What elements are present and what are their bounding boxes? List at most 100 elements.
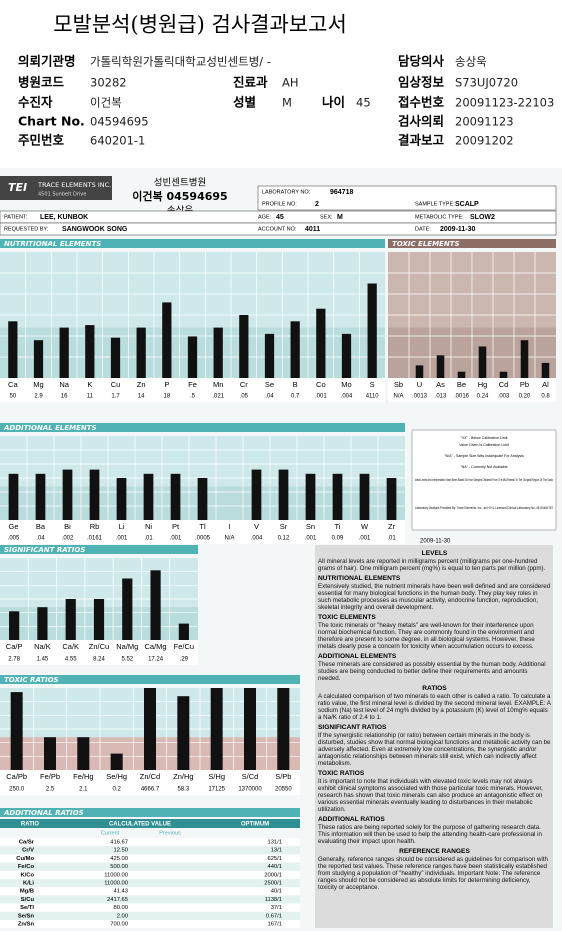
note-heading: REFERENCE RANGES xyxy=(399,848,470,855)
note-heading: ADDITIONAL RATIOS xyxy=(318,816,385,823)
bar-value: .01 xyxy=(144,536,153,542)
panel-title-bar xyxy=(0,675,300,684)
bar xyxy=(457,371,466,378)
bar-value: 4666.7 xyxy=(141,787,160,793)
bar xyxy=(93,599,105,640)
table-row xyxy=(0,879,300,888)
table-cell: 37/1 xyxy=(271,905,282,911)
bar-value: 17125 xyxy=(208,787,225,793)
bar xyxy=(367,283,377,378)
bar xyxy=(332,473,343,520)
bar-label: W xyxy=(361,522,369,531)
bar-value: .001 xyxy=(315,394,327,400)
field-value: 30282 xyxy=(90,76,127,90)
bar-label: Be xyxy=(457,380,466,389)
bar-label: Ba xyxy=(36,522,46,531)
legend-text: "N/A" - Sample Size Was Inadequate For A… xyxy=(444,454,524,458)
bar xyxy=(499,371,508,378)
note-heading: TOXIC ELEMENTS xyxy=(318,614,376,621)
bar xyxy=(150,570,161,640)
bar-label: Zn/Hg xyxy=(173,772,193,781)
lab-field-value: 2 xyxy=(315,201,319,208)
bar-value: .0016 xyxy=(454,394,470,400)
table-cell: 625/1 xyxy=(267,856,282,862)
table-cell: 41.43 xyxy=(113,889,128,895)
panel-title-bar xyxy=(388,239,556,248)
field-label: 의뢰기관명 xyxy=(18,54,76,69)
request-row xyxy=(0,222,557,236)
bar-label: Mg xyxy=(33,380,43,389)
table-subheader: Previous xyxy=(159,830,181,836)
bar-label: Li xyxy=(119,522,125,531)
table-cell: 80.00 xyxy=(113,905,128,911)
table-cell: Cr/V xyxy=(22,848,34,854)
panel-title-bar xyxy=(0,545,198,554)
bar-label: Ca/K xyxy=(62,642,79,651)
bar-label: Mo xyxy=(341,380,351,389)
bar xyxy=(277,688,290,770)
bar-value: .001 xyxy=(305,536,317,542)
legend-text: Ideal Levels And Interpretation Have Bee… xyxy=(415,478,553,482)
bar-label: Hg xyxy=(478,380,488,389)
bar-value: 0.20 xyxy=(519,394,531,400)
bar xyxy=(136,327,146,378)
bar-value: 2.1 xyxy=(79,787,88,793)
bar xyxy=(143,473,154,520)
bar-label: Ge xyxy=(8,522,18,531)
bar-value: .001 xyxy=(116,536,128,542)
field-label: 결과보고 xyxy=(398,133,445,148)
bar-label: Mn xyxy=(213,380,223,389)
bar xyxy=(213,327,223,378)
legend-box xyxy=(411,429,557,531)
bar xyxy=(436,355,445,378)
note-text: Extensively studied, the nutrient minera… xyxy=(318,583,551,611)
bar-label: Zn/Cd xyxy=(140,772,160,781)
field-value: 45 xyxy=(356,96,371,110)
bar-label: Fe/Cu xyxy=(174,642,194,651)
legend-text: "XX" - Below Calibration Limit xyxy=(460,436,507,440)
table-cell: 40/1 xyxy=(271,889,282,895)
table-header: RATIO xyxy=(21,822,40,828)
bar-value: 0.24 xyxy=(477,394,489,400)
bar-label: Fe/Hg xyxy=(73,772,93,781)
bar xyxy=(520,340,529,378)
bar xyxy=(89,469,100,520)
lab-field-label: METABOLIC TYPE: xyxy=(415,214,464,220)
bar-label: Se/Hg xyxy=(106,772,127,781)
bar-value: .0161 xyxy=(87,536,103,542)
table-cell: Se/Tl xyxy=(20,905,34,911)
bar-value: 4110 xyxy=(366,394,380,400)
page-title: 모발분석(병원급) 검사결과보고서 xyxy=(53,13,347,37)
stamp-line: 이건복 04594695 xyxy=(132,189,227,203)
field-label: 검사의뢰 xyxy=(398,114,444,129)
table-cell: 1138/1 xyxy=(265,897,282,903)
panel-title: SIGNIFICANT RATIOS xyxy=(4,546,85,554)
field-label: 나이 xyxy=(322,95,345,110)
bar xyxy=(8,473,19,520)
field-label: 수진자 xyxy=(18,95,53,110)
bar-value: 8.24 xyxy=(93,657,105,663)
table-cell: 416.67 xyxy=(110,840,128,846)
bar-label: Sn xyxy=(306,522,315,531)
lab-field-value: SANGWOOK SONG xyxy=(62,226,128,233)
note-heading: ADDITIONAL ELEMENTS xyxy=(318,653,397,660)
lab-field-value: LEE, KUNBOK xyxy=(40,214,88,221)
bar-value: 2.9 xyxy=(34,394,43,400)
field-label: 진료과 xyxy=(233,75,268,90)
bar-value: .5 xyxy=(190,394,196,400)
bar-label: Cr xyxy=(240,380,248,389)
bar-value: 0.12 xyxy=(278,536,290,542)
field-value: 이건복 xyxy=(90,96,122,110)
table-header: CALCULATED VALUE xyxy=(109,822,171,828)
field-value: 04594695 xyxy=(90,115,149,129)
table-cell: 167/1 xyxy=(267,922,282,928)
bar xyxy=(290,321,300,378)
bar xyxy=(110,337,121,378)
bar xyxy=(239,315,249,378)
bar xyxy=(177,696,190,770)
table-cell: S/Cu xyxy=(21,897,35,903)
bar xyxy=(85,325,95,378)
table-header-bar xyxy=(0,819,300,828)
table-row xyxy=(0,903,300,912)
bar xyxy=(116,478,127,520)
